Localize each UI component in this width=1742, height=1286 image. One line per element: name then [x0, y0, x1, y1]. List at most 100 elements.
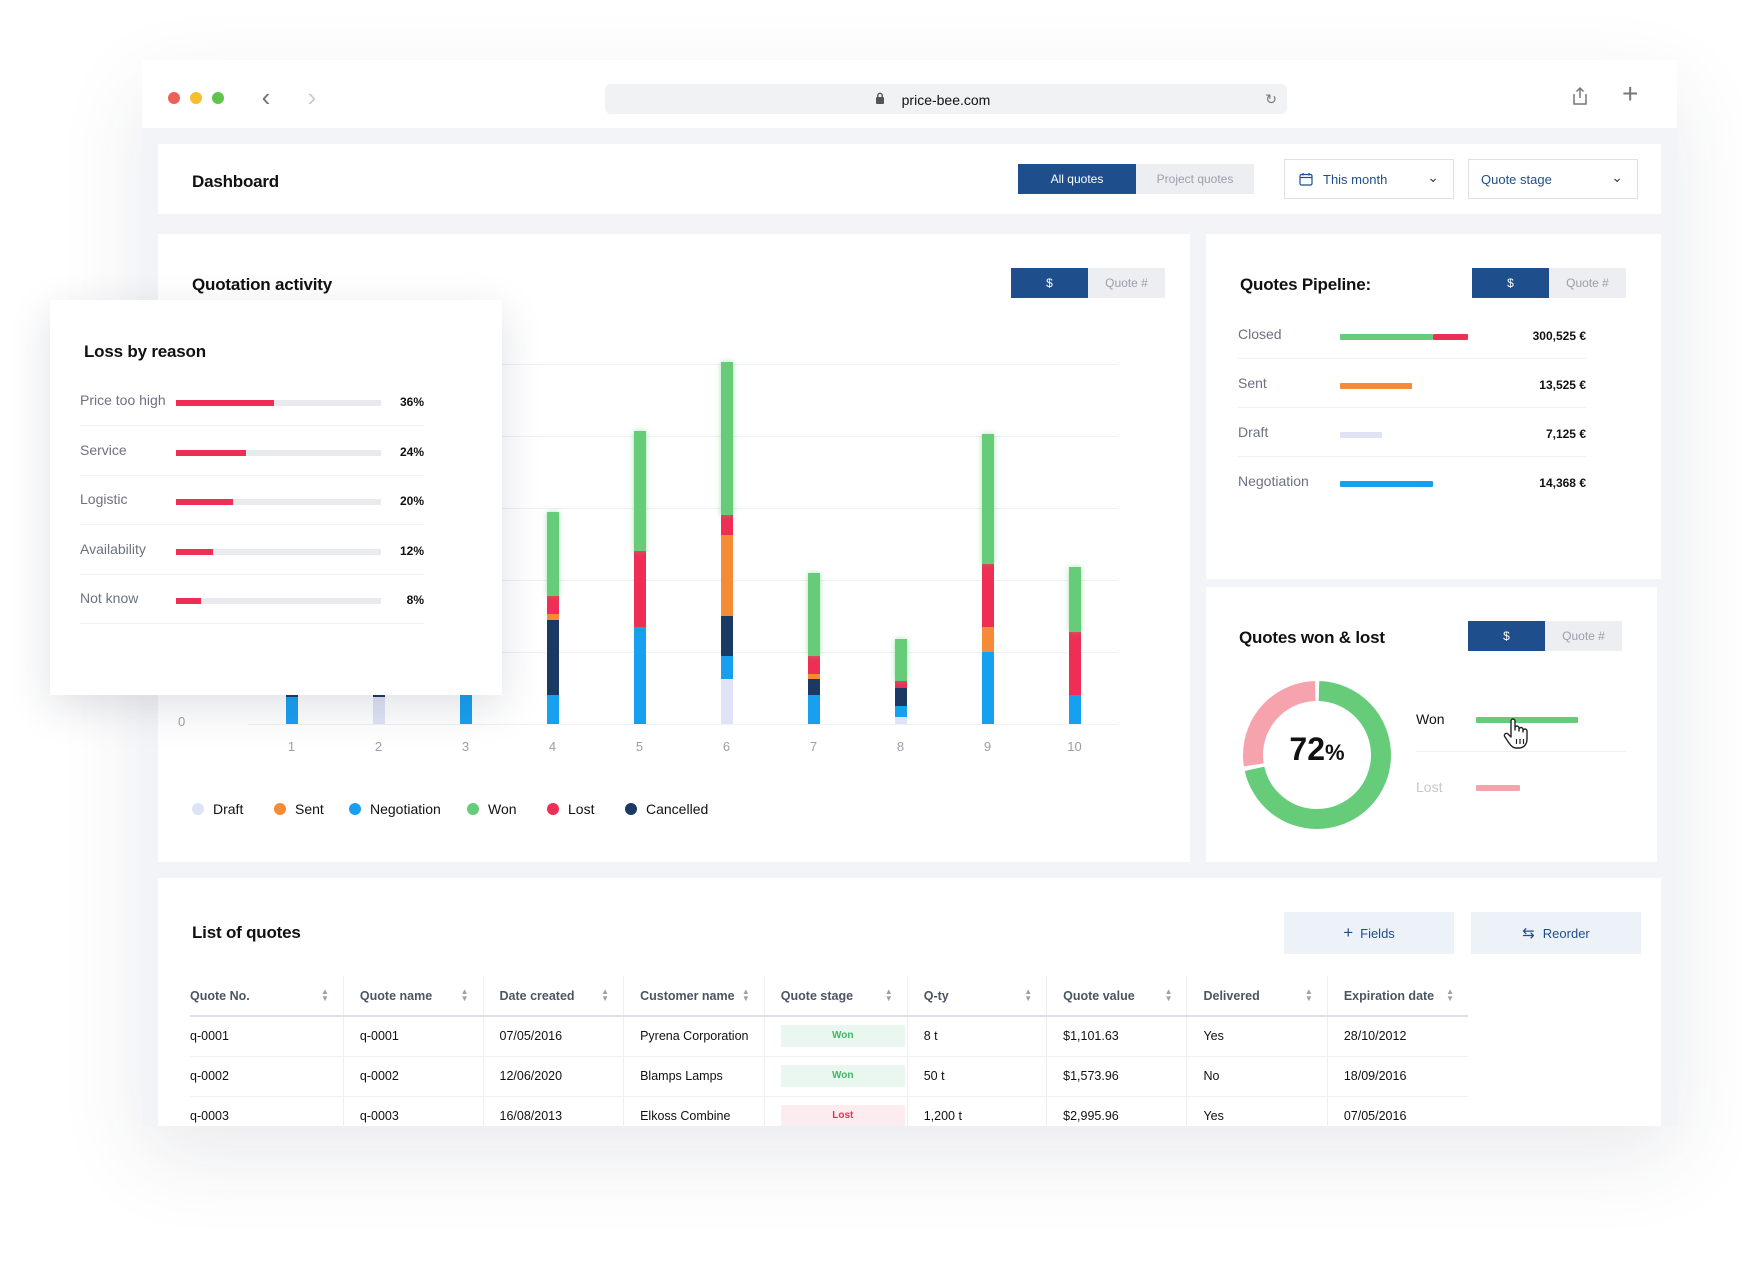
quote-stage-select[interactable]: Quote stage ⌄ — [1468, 159, 1638, 199]
bar-segment-negotiation[interactable] — [1068, 695, 1081, 724]
column-header[interactable]: Quote No. ▲ ▼ — [190, 976, 344, 1017]
sort-icon[interactable]: ▲ ▼ — [1164, 987, 1173, 1003]
bar-segment-negotiation[interactable] — [633, 626, 646, 724]
table-row[interactable]: q-0001 q-0001 07/05/2016 Pyrena Corporation… — [190, 1016, 1468, 1057]
bar-segment-negotiation[interactable] — [894, 706, 907, 717]
column-header[interactable]: Expiration date ▲ ▼ — [1327, 976, 1468, 1017]
bar-segment-lost[interactable] — [894, 680, 907, 688]
bar-segment-draft[interactable] — [720, 679, 733, 724]
date-filter-value: This month — [1323, 171, 1388, 187]
close-window-button[interactable] — [168, 92, 180, 104]
loss-reason-track — [176, 548, 381, 555]
column-header[interactable]: Delivered ▲ ▼ — [1186, 976, 1328, 1017]
table-cell-value: $1,101.63 — [1046, 1016, 1188, 1057]
bar-segment-draft[interactable] — [894, 716, 907, 724]
legend-item-negotiation[interactable]: Negotiation — [349, 801, 441, 817]
bar-segment-lost[interactable] — [807, 655, 820, 674]
bar-segment-negotiation[interactable] — [720, 655, 733, 679]
sort-icon[interactable]: ▲ ▼ — [460, 987, 469, 1003]
bar-segment-negotiation[interactable] — [807, 695, 820, 724]
legend-item-lost[interactable]: Lost — [547, 801, 594, 817]
column-header[interactable]: Quote value ▲ ▼ — [1046, 976, 1188, 1017]
bar-segment-won[interactable] — [546, 511, 559, 597]
column-header[interactable]: Quote stage ▲ ▼ — [764, 976, 908, 1017]
bar-segment-lost[interactable] — [1068, 632, 1081, 696]
bar-segment-won[interactable] — [720, 362, 733, 516]
quotation-activity-title: Quotation activity — [192, 275, 332, 294]
loss-reason-label: Service — [80, 441, 127, 458]
bar-segment-lost[interactable] — [546, 596, 559, 615]
bar-segment-lost[interactable] — [720, 515, 733, 535]
stage-badge: Won — [780, 1025, 905, 1048]
currency-tab[interactable]: $ — [1472, 268, 1549, 298]
table-cell-delivered: Yes — [1186, 1016, 1328, 1057]
x-tick-label: 3 — [461, 739, 470, 754]
bar-segment-cancelled[interactable] — [720, 616, 733, 656]
column-header[interactable]: Q-ty ▲ ▼ — [907, 976, 1048, 1017]
sort-icon[interactable]: ▲ ▼ — [1304, 987, 1313, 1003]
loss-reason-label: Logistic — [80, 491, 128, 507]
bar-segment-won[interactable] — [633, 430, 646, 552]
loss-reason-track — [176, 598, 381, 604]
bar-segment-won[interactable] — [807, 572, 820, 656]
quote-stage-value: Quote stage — [1481, 171, 1552, 187]
column-header[interactable]: Quote name ▲ ▼ — [343, 976, 484, 1017]
quote-count-tab[interactable]: Quote # — [1088, 268, 1165, 298]
column-header[interactable]: Date created ▲ ▼ — [483, 976, 625, 1017]
bar-segment-sent[interactable] — [807, 673, 820, 679]
legend-item-sent[interactable]: Sent — [274, 801, 324, 817]
table-body: q-0001 q-0001 07/05/2016 Pyrena Corporation… — [190, 1016, 1468, 1126]
bar-segment-cancelled[interactable] — [807, 679, 820, 696]
sort-icon[interactable]: ▲ ▼ — [601, 987, 610, 1003]
sort-icon[interactable]: ▲ ▼ — [1024, 987, 1033, 1003]
sort-icon[interactable]: ▲ ▼ — [320, 987, 329, 1003]
pipeline-bar-sent — [1340, 383, 1412, 389]
bar-segment-negotiation[interactable] — [546, 695, 559, 724]
minimize-window-button[interactable] — [190, 92, 202, 104]
gridline — [248, 364, 1118, 365]
bar-segment-lost[interactable] — [633, 551, 646, 627]
legend-item-draft[interactable]: Draft — [192, 801, 243, 817]
reload-icon[interactable]: ↻ — [1265, 91, 1277, 107]
table-row[interactable]: q-0003 q-0003 16/08/2013 Elkoss Combine Lost… — [190, 1096, 1468, 1126]
share-icon[interactable] — [1572, 86, 1588, 111]
new-tab-icon[interactable]: + — [1622, 78, 1639, 109]
bar-segment-sent[interactable] — [981, 626, 994, 652]
currency-tab[interactable]: $ — [1468, 621, 1545, 651]
sort-icon[interactable]: ▲ ▼ — [741, 987, 750, 1003]
bar-segment-won[interactable] — [1068, 567, 1081, 633]
column-header[interactable]: Customer name ▲ ▼ — [623, 976, 765, 1017]
table-row[interactable]: q-0002 q-0002 12/06/2020 Blamps Lamps Won 50 … — [190, 1056, 1468, 1097]
back-arrow-icon[interactable]: ‹ — [261, 82, 271, 112]
bar-segment-won[interactable] — [894, 639, 907, 681]
bar-segment-draft[interactable] — [372, 697, 385, 724]
bar-segment-negotiation[interactable] — [981, 652, 994, 724]
legend-item-cancelled[interactable]: Cancelled — [625, 801, 708, 817]
quote-count-tab[interactable]: Quote # — [1545, 621, 1622, 651]
legend-item-won[interactable]: Won — [467, 801, 517, 817]
quote-type-toggle: All quotes Project quotes — [1018, 164, 1254, 194]
maximize-window-button[interactable] — [212, 92, 224, 104]
address-bar[interactable]: price-bee.com ↻ — [605, 84, 1287, 114]
reorder-button[interactable]: ⇆ Reorder — [1471, 912, 1641, 954]
wonlost-unit-toggle: $ Quote # — [1468, 621, 1622, 651]
sort-icon[interactable]: ▲ ▼ — [1446, 987, 1454, 1003]
date-filter-select[interactable]: This month ⌄ — [1284, 159, 1454, 199]
currency-tab[interactable]: $ — [1011, 268, 1088, 298]
fields-button[interactable]: + Fields — [1284, 912, 1454, 954]
sort-icon[interactable]: ▲ ▼ — [884, 987, 893, 1003]
bar-segment-negotiation[interactable] — [459, 688, 472, 724]
swap-arrows-icon: ⇆ — [1522, 925, 1535, 942]
project-quotes-tab[interactable]: Project quotes — [1136, 164, 1254, 194]
bar-segment-cancelled[interactable] — [546, 619, 559, 696]
bar-segment-sent[interactable] — [720, 535, 733, 616]
bar-segment-won[interactable] — [981, 434, 994, 564]
bar-segment-negotiation[interactable] — [285, 697, 298, 724]
bar-segment-sent[interactable] — [546, 614, 559, 620]
bar-segment-lost[interactable] — [981, 563, 994, 627]
gridline — [248, 508, 1118, 509]
bar-segment-cancelled[interactable] — [894, 688, 907, 706]
all-quotes-tab[interactable]: All quotes — [1018, 164, 1136, 194]
forward-arrow-icon[interactable]: › — [307, 82, 317, 112]
quote-count-tab[interactable]: Quote # — [1549, 268, 1626, 298]
